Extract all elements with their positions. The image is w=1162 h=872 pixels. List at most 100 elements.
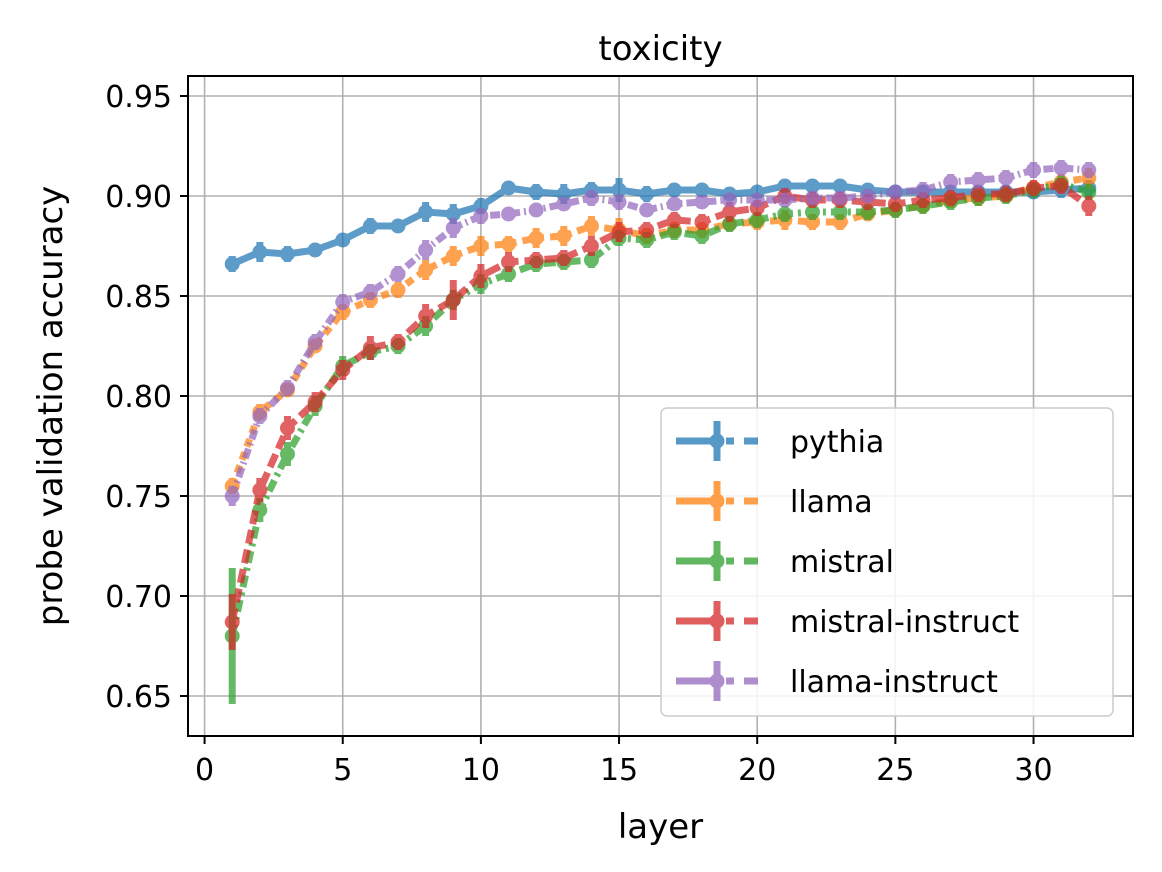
data-point [225,489,240,504]
data-point [777,207,792,222]
data-point [860,189,875,204]
data-point [363,219,378,234]
data-point [998,187,1013,202]
data-point [501,207,516,222]
data-point [998,171,1013,186]
data-point [943,191,958,206]
data-point [750,193,765,208]
legend-marker [710,554,725,569]
data-point [280,421,295,436]
data-point [943,175,958,190]
data-point [418,243,433,258]
data-point [473,239,488,254]
legend-label: mistral [790,545,894,580]
chart-title: toxicity [598,29,722,69]
data-point [667,183,682,198]
data-point [225,615,240,630]
data-point [584,191,599,206]
data-point [584,239,599,254]
data-point [391,267,406,282]
data-point [418,205,433,220]
data-point [833,191,848,206]
data-point [556,229,571,244]
data-point [667,197,682,212]
legend-marker [710,674,725,689]
data-point [556,197,571,212]
data-point [418,309,433,324]
data-point [694,215,709,230]
x-tick-label: 5 [333,753,352,788]
data-point [971,187,986,202]
legend-label: pythia [790,425,884,460]
data-point [1081,199,1096,214]
data-point [391,283,406,298]
x-axis-label: layer [618,807,703,847]
data-point [252,483,267,498]
legend-marker [710,434,725,449]
data-point [252,245,267,260]
data-point [280,447,295,462]
data-point [639,203,654,218]
data-point [473,209,488,224]
data-point [1026,163,1041,178]
data-point [446,249,461,264]
data-point [363,341,378,356]
data-point [1081,163,1096,178]
y-tick-label: 0.70 [105,580,172,615]
data-point [805,191,820,206]
data-point [1026,181,1041,196]
data-point [556,251,571,266]
data-point [529,231,544,246]
data-point [584,219,599,234]
data-point [529,203,544,218]
x-tick-label: 15 [600,753,638,788]
data-point [473,269,488,284]
legend-label: llama-instruct [790,665,998,700]
legend: pythia llama mistral mistral-instruct llama-… [661,408,1113,716]
data-point [639,223,654,238]
data-point [446,221,461,236]
y-tick-label: 0.80 [105,380,172,415]
x-tick-label: 20 [738,753,776,788]
data-point [1054,161,1069,176]
y-tick-label: 0.90 [105,180,172,215]
data-point [446,293,461,308]
y-tick-label: 0.95 [105,80,172,115]
data-point [916,183,931,198]
legend-marker [710,494,725,509]
data-point [501,181,516,196]
data-point [501,255,516,270]
data-point [308,243,323,258]
data-point [391,335,406,350]
legend-label: llama [790,485,873,520]
data-point [280,381,295,396]
data-point [501,237,516,252]
data-point [612,195,627,210]
data-point [335,233,350,248]
data-point [280,247,295,262]
data-point [694,229,709,244]
y-axis-label: probe validation accuracy [31,186,71,627]
data-point [1054,179,1069,194]
data-point [391,219,406,234]
x-tick-label: 25 [876,753,914,788]
y-tick-label: 0.75 [105,480,172,515]
y-tick-label: 0.65 [105,680,172,715]
data-point [888,185,903,200]
data-point [335,363,350,378]
data-point [694,195,709,210]
data-point [971,173,986,188]
data-point [529,253,544,268]
data-point [225,257,240,272]
data-point [612,225,627,240]
data-point [308,335,323,350]
data-point [335,295,350,310]
data-point [667,213,682,228]
data-point [529,185,544,200]
data-point [252,409,267,424]
x-tick-label: 0 [195,753,214,788]
data-point [639,187,654,202]
data-point [722,193,737,208]
legend-marker [710,614,725,629]
data-point [363,285,378,300]
